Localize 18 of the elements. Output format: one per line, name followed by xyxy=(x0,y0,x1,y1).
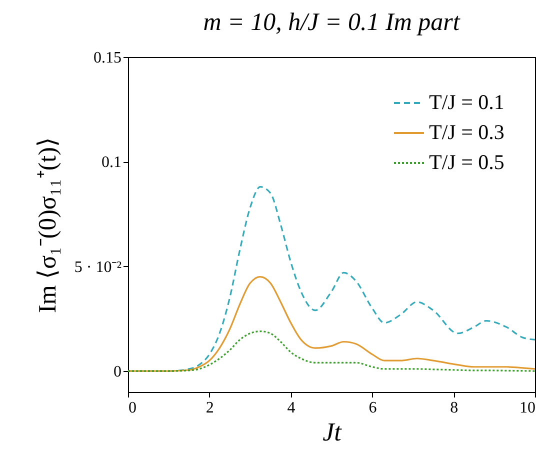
y-tick-label: 5 · 10⁻² xyxy=(74,258,122,276)
x-tick-label: 8 xyxy=(450,400,458,416)
y-axis-title: Im ⟨σ₁⁻(0)σ₁₁⁺(t)⟩ xyxy=(34,137,62,313)
legend-label: T/J = 0.1 xyxy=(429,90,504,114)
x-axis-title: Jt xyxy=(322,418,342,446)
chart-title: m = 10, h/J = 0.1 Im part xyxy=(203,9,461,36)
x-tick-label: 10 xyxy=(520,400,536,416)
y-tick-label: 0.1 xyxy=(102,154,122,172)
line-series xyxy=(128,276,535,372)
y-tick-label: 0.15 xyxy=(94,50,122,66)
x-tick-label: 4 xyxy=(287,400,296,416)
y-tick-label: 0 xyxy=(114,364,122,381)
legend-label: T/J = 0.3 xyxy=(429,120,504,144)
line-series xyxy=(128,330,535,372)
legend-label: T/J = 0.5 xyxy=(429,150,504,174)
x-tick-label: 2 xyxy=(206,400,214,416)
x-tick-label: 6 xyxy=(368,400,377,416)
x-tick-label: 0 xyxy=(128,400,136,416)
